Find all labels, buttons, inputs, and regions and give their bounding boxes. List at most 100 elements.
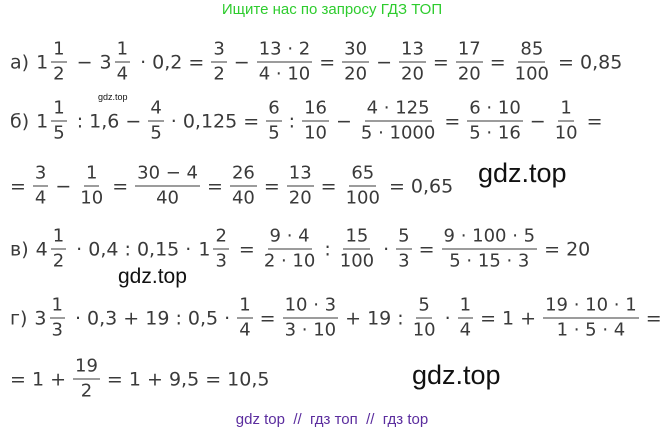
- numerator: 19: [73, 356, 100, 380]
- numerator: 6 · 10: [467, 98, 523, 122]
- math-text: + 19 :: [345, 307, 404, 329]
- math-text: =: [418, 238, 435, 260]
- denominator: 20: [401, 63, 424, 85]
- denominator: 5 · 15 · 3: [449, 250, 530, 272]
- denominator: 40: [156, 187, 180, 209]
- fraction: 17 20: [455, 39, 483, 86]
- numerator: 2: [213, 226, 229, 250]
- math-text: = 1 +: [480, 307, 537, 329]
- numerator: 10 · 3: [282, 295, 339, 319]
- math-text: = 1 + 9,5 = 10,5: [106, 368, 270, 390]
- numerator: 17: [455, 39, 483, 63]
- numerator: 1: [51, 98, 67, 122]
- denominator: 2: [52, 250, 65, 272]
- denominator: 20: [457, 63, 481, 85]
- denominator: 10: [412, 319, 436, 341]
- denominator: 100: [339, 250, 375, 272]
- math-text: :: [288, 110, 296, 132]
- watermark: gdz.top: [118, 265, 187, 288]
- fraction: 30 − 4 40: [135, 163, 201, 210]
- numerator: 4 · 125: [364, 98, 432, 122]
- watermark: gdz.top: [478, 158, 567, 188]
- numerator: 1: [49, 295, 65, 319]
- math-line: = 1 + 19 2 = 1 + 9,5 = 10,5: [6, 356, 274, 403]
- denominator: 4 · 10: [258, 63, 311, 85]
- denominator: 4: [116, 63, 129, 85]
- numerator: 1: [84, 163, 100, 187]
- numerator: 9 · 100 · 5: [441, 226, 538, 250]
- numerator: 3: [32, 163, 49, 187]
- denominator: 100: [345, 187, 380, 209]
- denominator: 100: [514, 63, 550, 85]
- math-text: =: [586, 110, 603, 132]
- math-text: =: [112, 175, 129, 197]
- whole-part: 1: [36, 110, 49, 132]
- numerator: 3: [211, 39, 227, 63]
- denominator: 2: [213, 63, 225, 85]
- math-line: б) 1 1 5: 1,6 −4 5 · 0,125 = 6 5:16 10−4 · 125 5 …: [6, 98, 607, 145]
- numerator: 65: [349, 163, 377, 187]
- fraction: 6 · 10 5 · 16: [467, 98, 523, 145]
- watermark: gdz.top: [412, 360, 501, 390]
- denominator: 3: [215, 250, 227, 272]
- fraction: 65 100: [344, 163, 382, 210]
- denominator: 20: [288, 187, 312, 209]
- math-text: =: [432, 51, 449, 73]
- math-text: · 0,3 + 19 : 0,5 ·: [74, 307, 231, 329]
- numerator: 1: [457, 295, 474, 319]
- whole-part: 3: [34, 307, 47, 329]
- fraction: 13 20: [399, 39, 426, 86]
- denominator: 5: [150, 122, 162, 144]
- numerator: 85: [518, 39, 546, 63]
- math-text: = 20: [544, 238, 591, 260]
- numerator: 16: [302, 98, 329, 122]
- whole-part: 4: [35, 238, 48, 260]
- denominator: 5 · 16: [469, 122, 521, 144]
- fraction: 15 100: [338, 226, 376, 273]
- denominator: 40: [231, 187, 255, 209]
- math-text: · 0,125 =: [170, 110, 260, 132]
- math-text: =: [259, 307, 276, 329]
- math-text: =: [645, 307, 662, 329]
- math-text: =: [319, 51, 336, 73]
- denominator: 20: [344, 63, 368, 85]
- numerator: 5: [416, 295, 432, 319]
- numerator: 13: [399, 39, 426, 63]
- fraction: 1 10: [553, 98, 580, 145]
- denominator: 10: [80, 187, 104, 209]
- numerator: 15: [343, 226, 371, 250]
- math-text: −: [529, 110, 546, 132]
- math-text: ·: [444, 307, 451, 329]
- fraction: 5 10: [411, 295, 438, 342]
- math-text: =: [10, 175, 26, 197]
- math-text: =: [238, 238, 255, 260]
- math-text: в): [10, 238, 29, 260]
- denominator: 5: [268, 122, 280, 144]
- fraction: 19 2: [73, 356, 100, 403]
- whole-part: 3: [99, 51, 112, 73]
- numerator: 1: [50, 226, 67, 250]
- math-text: · 0,4 : 0,15 ·: [76, 238, 192, 260]
- numerator: 30: [342, 39, 370, 63]
- math-text: = 0,65: [388, 175, 454, 197]
- math-text: =: [320, 175, 337, 197]
